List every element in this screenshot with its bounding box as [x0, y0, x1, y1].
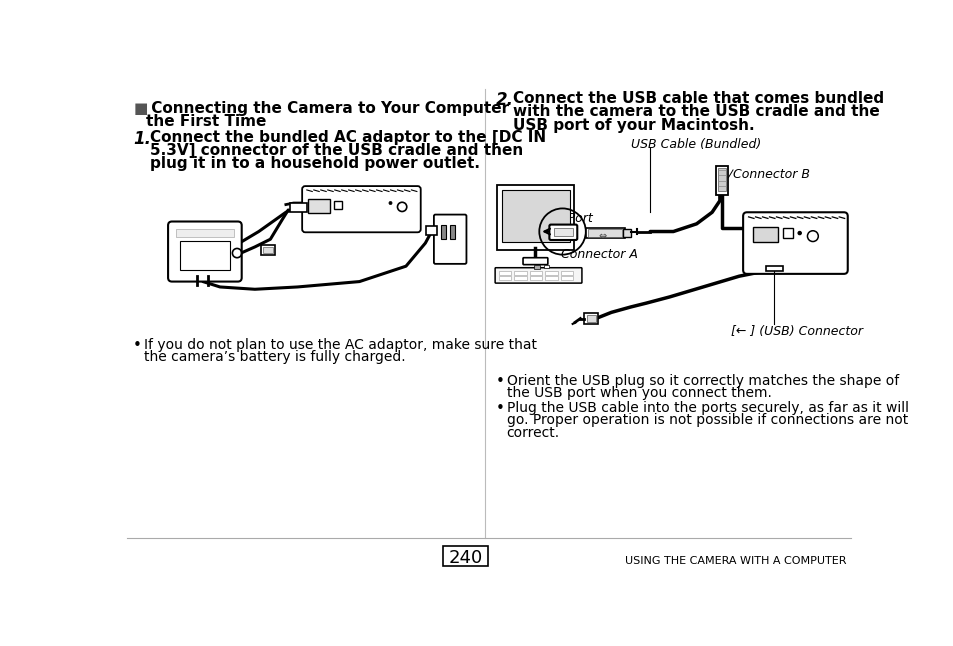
Bar [753, 227, 778, 242]
Text: Connect the USB cable that comes bundled: Connect the USB cable that comes bundled [513, 91, 883, 107]
Text: the First Time: the First Time [146, 114, 266, 129]
Text: 1.: 1. [133, 130, 151, 148]
Text: 240: 240 [448, 548, 482, 567]
FancyBboxPatch shape [549, 225, 577, 240]
Text: Connect the bundled AC adaptor to the [DC IN: Connect the bundled AC adaptor to the [D… [150, 130, 546, 145]
Bar [175, 229, 233, 237]
FancyBboxPatch shape [290, 203, 307, 213]
Bar [545, 271, 558, 275]
Bar [498, 271, 511, 275]
FancyBboxPatch shape [434, 214, 466, 264]
Text: USING THE CAMERA WITH A COMPUTER: USING THE CAMERA WITH A COMPUTER [624, 556, 845, 567]
Text: ⇔: ⇔ [598, 231, 606, 241]
FancyBboxPatch shape [426, 226, 436, 235]
FancyBboxPatch shape [522, 258, 547, 265]
Text: go. Proper operation is not possible if connections are not: go. Proper operation is not possible if … [506, 413, 907, 427]
FancyBboxPatch shape [302, 186, 420, 233]
Text: ■: ■ [133, 101, 148, 116]
Bar [554, 229, 572, 236]
Bar [440, 225, 445, 239]
Bar [498, 276, 511, 280]
Bar [514, 276, 526, 280]
Bar [560, 276, 573, 280]
Text: •: • [496, 401, 504, 416]
Text: USB port of your Macintosh.: USB port of your Macintosh. [513, 118, 754, 132]
Bar [262, 247, 274, 253]
Text: If you do not plan to use the AC adaptor, make sure that: If you do not plan to use the AC adaptor… [144, 338, 537, 352]
Text: with the camera to the USB cradle and the: with the camera to the USB cradle and th… [513, 105, 879, 120]
Bar [179, 241, 230, 270]
Bar [718, 169, 725, 191]
Bar [782, 229, 792, 238]
Text: 2.: 2. [496, 91, 514, 109]
Bar [308, 199, 330, 213]
Text: •: • [496, 374, 504, 389]
Bar [534, 266, 539, 269]
Bar [586, 315, 596, 322]
Bar [530, 271, 542, 275]
Bar [765, 266, 782, 271]
Bar [587, 229, 621, 237]
Text: the camera’s battery is fully charged.: the camera’s battery is fully charged. [144, 350, 405, 364]
Bar [514, 271, 526, 275]
Bar [560, 271, 573, 275]
Text: Plug the USB cable into the ports securely, as far as it will: Plug the USB cable into the ports secure… [506, 401, 908, 415]
Circle shape [798, 231, 801, 234]
FancyBboxPatch shape [742, 213, 847, 274]
Text: the USB port when you connect them.: the USB port when you connect them. [506, 386, 771, 401]
Text: Connector B: Connector B [732, 169, 809, 182]
FancyBboxPatch shape [495, 267, 581, 283]
Text: Connecting the Camera to Your Computer: Connecting the Camera to Your Computer [146, 101, 508, 116]
Text: [← ] (USB) Connector: [← ] (USB) Connector [731, 326, 862, 339]
Text: Orient the USB plug so it correctly matches the shape of: Orient the USB plug so it correctly matc… [506, 374, 898, 388]
Bar [543, 266, 548, 269]
Bar [545, 276, 558, 280]
Bar [450, 225, 455, 239]
Text: plug it in to a household power outlet.: plug it in to a household power outlet. [150, 156, 479, 171]
Text: USB Port: USB Port [537, 213, 592, 225]
FancyBboxPatch shape [443, 546, 488, 566]
Text: correct.: correct. [506, 426, 559, 439]
FancyBboxPatch shape [261, 245, 274, 255]
FancyBboxPatch shape [583, 313, 598, 324]
Bar [334, 202, 341, 209]
FancyBboxPatch shape [622, 229, 630, 237]
FancyBboxPatch shape [585, 227, 624, 238]
FancyBboxPatch shape [716, 166, 728, 195]
Text: 5.3V] connector of the USB cradle and then: 5.3V] connector of the USB cradle and th… [150, 143, 523, 158]
Text: Connector A: Connector A [560, 249, 638, 262]
FancyBboxPatch shape [168, 222, 241, 282]
Text: USB Cable (Bundled): USB Cable (Bundled) [630, 138, 760, 151]
Bar [501, 190, 569, 242]
FancyBboxPatch shape [497, 185, 574, 250]
Text: •: • [133, 338, 142, 353]
Circle shape [389, 202, 392, 205]
Bar [530, 276, 542, 280]
